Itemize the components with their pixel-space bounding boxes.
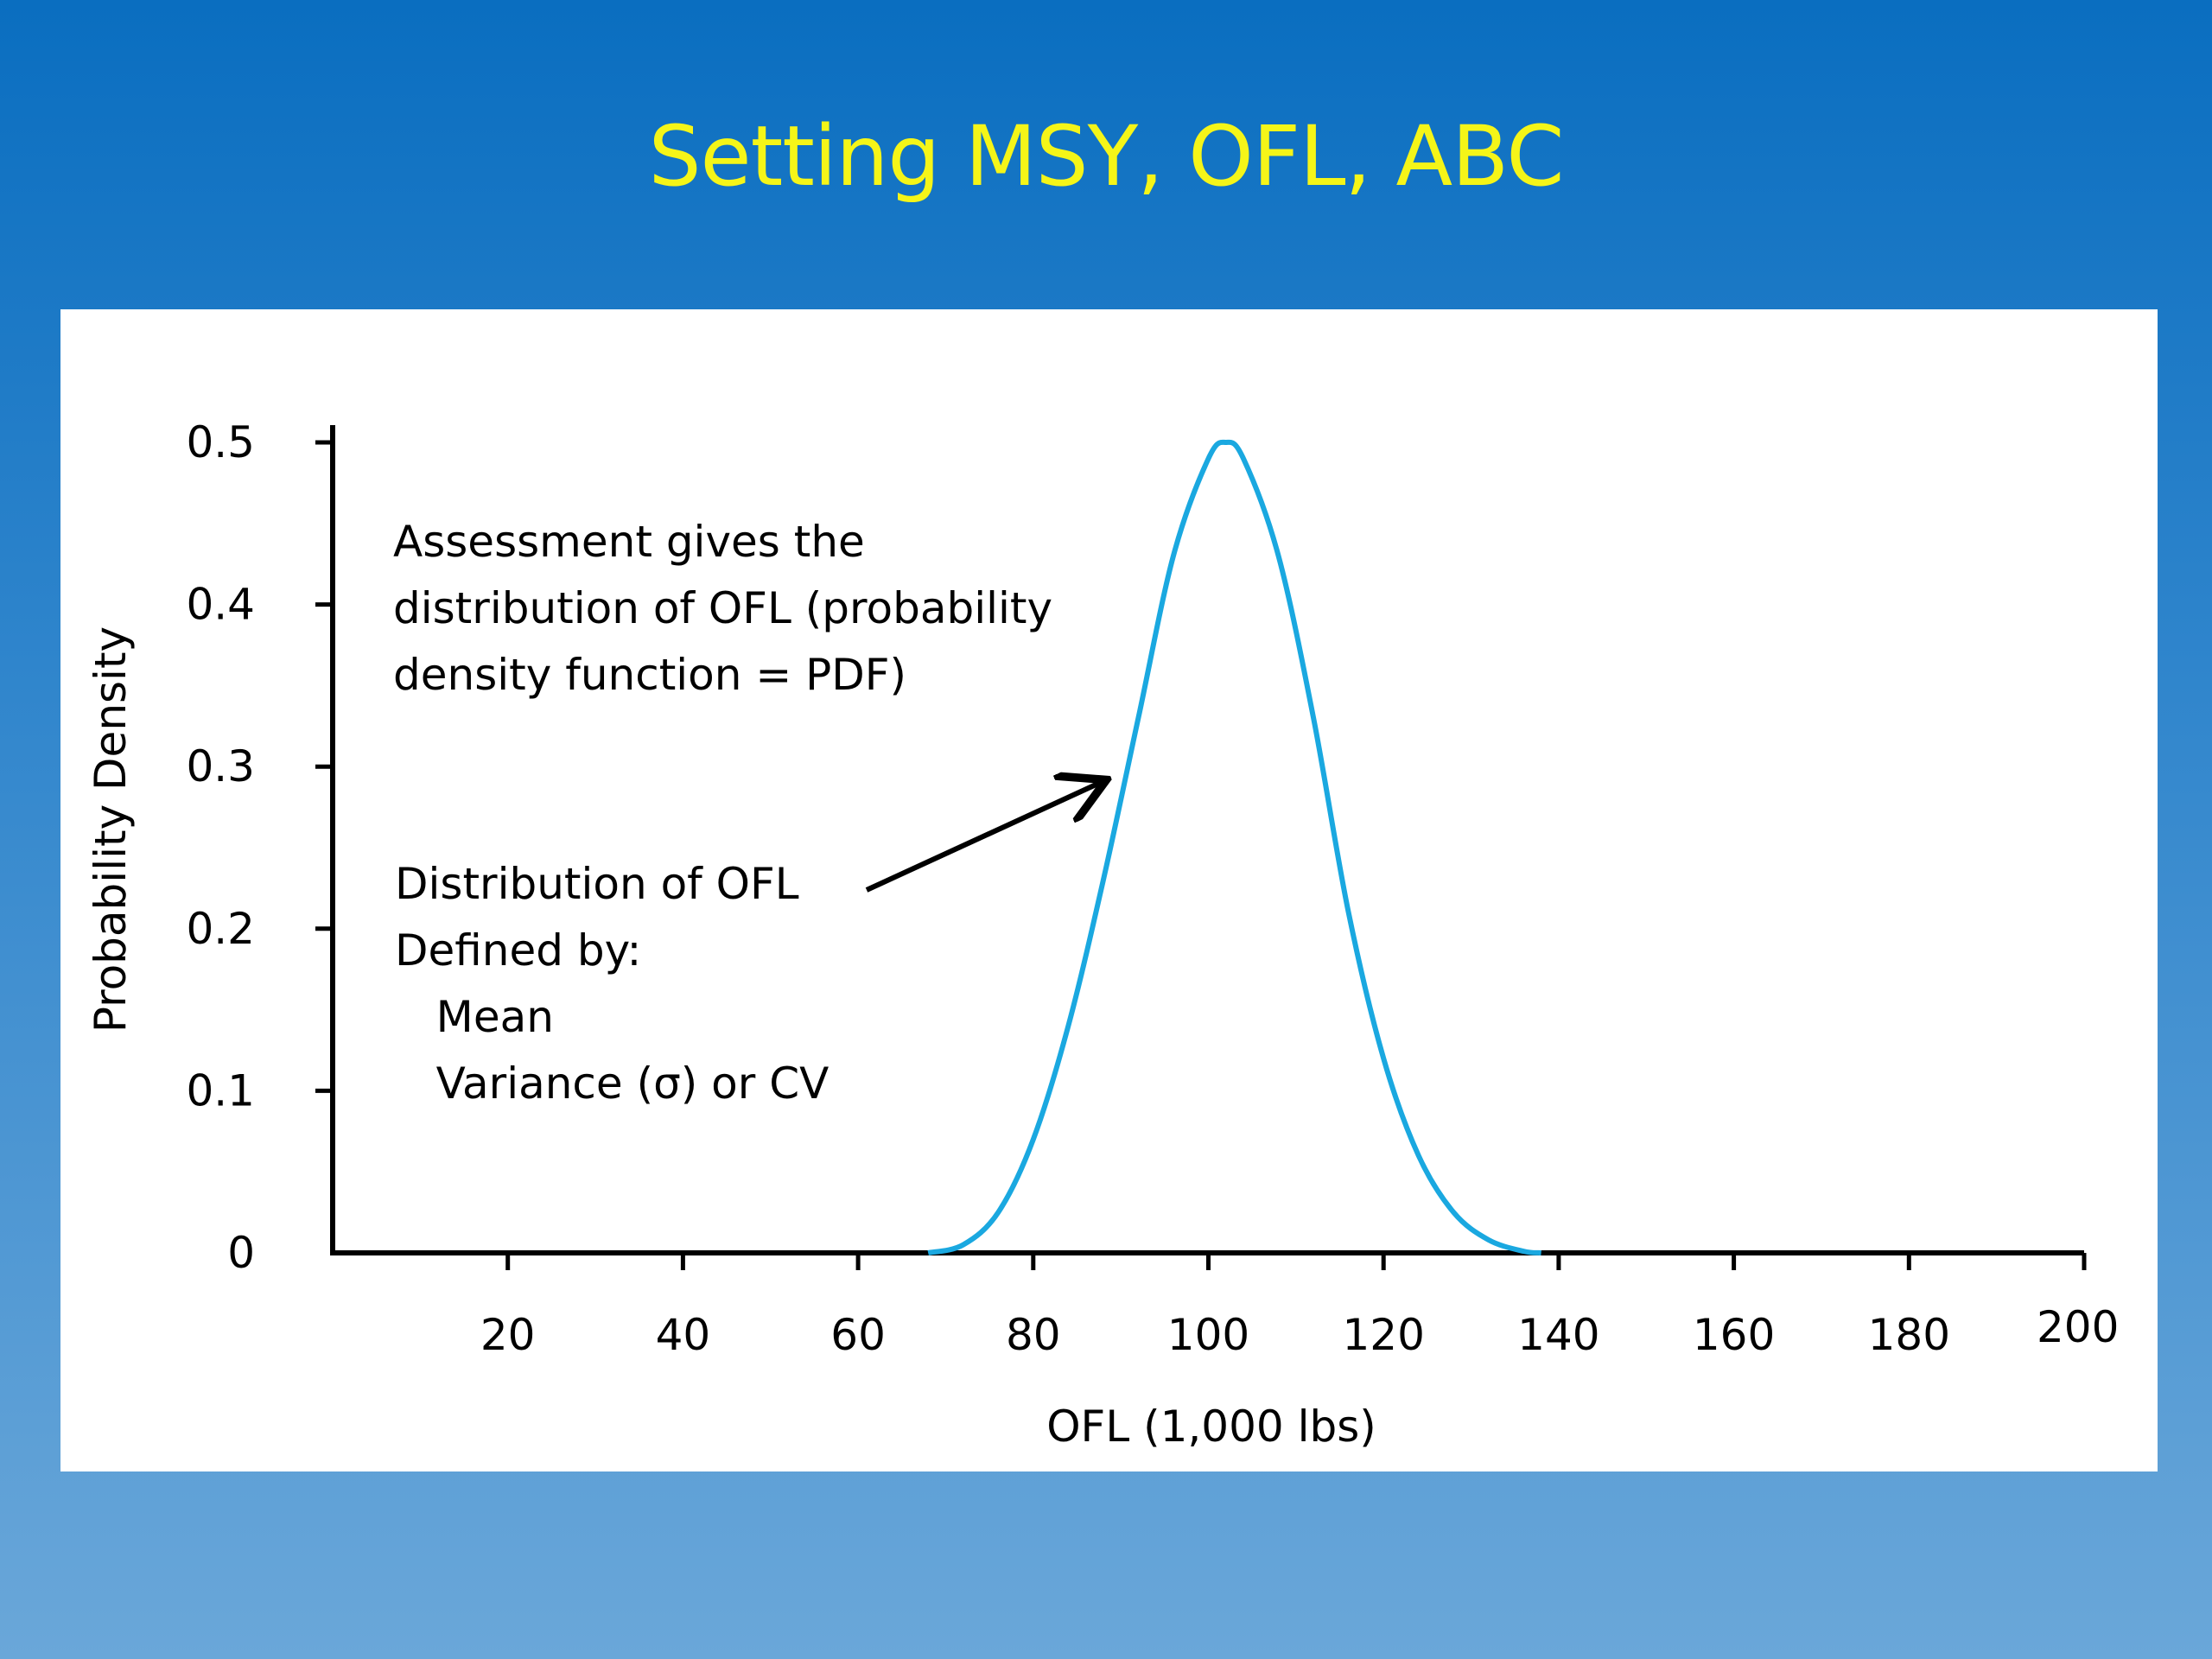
definition-note-line: Mean: [395, 992, 554, 1042]
annotation-arrow: [865, 782, 1102, 893]
x-tick-label: 80: [1006, 1310, 1061, 1360]
y-tick-label: 0.3: [186, 741, 255, 791]
y-axis-title: Probability Density: [86, 626, 136, 1033]
definition-note-line: Distribution of OFL: [395, 859, 799, 909]
slide-title: Setting MSY, OFL, ABC: [648, 108, 1565, 205]
x-tick-label: 120: [1342, 1310, 1424, 1360]
assessment-note: Assessment gives the distribution of OFL…: [393, 517, 1066, 700]
definition-note: Distribution of OFL Defined by: Mean Var…: [0, 0, 870, 1109]
assessment-note-line: density function = PDF): [393, 650, 906, 700]
y-tick-label: 0.5: [186, 417, 255, 467]
y-ticks: 0 0.1 0.2 0.3 0.4 0.5: [186, 417, 333, 1278]
assessment-note-line: Assessment gives the: [393, 517, 865, 567]
x-tick-label: 100: [1167, 1310, 1249, 1360]
definition-note-line: Variance (σ) or CV: [395, 1058, 829, 1109]
pdf-curve-series: [927, 439, 1541, 1255]
assessment-note-line: distribution of OFL (probability: [393, 583, 1052, 633]
y-tick-label: 0.4: [186, 580, 255, 630]
x-tick-label: 20: [480, 1310, 536, 1360]
x-tick-label: 40: [656, 1310, 711, 1360]
x-ticks: 20 40 60 80 100 120 140 160 180 200: [480, 1253, 2119, 1360]
chart-panel: [60, 309, 2158, 1471]
definition-note-line: Defined by:: [395, 925, 641, 976]
y-tick-label: 0.1: [186, 1065, 255, 1116]
x-tick-label: 60: [830, 1310, 886, 1360]
x-tick-label: 160: [1693, 1310, 1775, 1360]
x-tick-label: 200: [2037, 1302, 2119, 1352]
x-tick-label: 140: [1517, 1310, 1599, 1360]
y-tick-label: 0: [227, 1228, 255, 1278]
x-axis-title: OFL (1,000 lbs): [1046, 1402, 1376, 1452]
x-tick-label: 180: [1868, 1310, 1950, 1360]
y-tick-label: 0.2: [186, 904, 255, 954]
